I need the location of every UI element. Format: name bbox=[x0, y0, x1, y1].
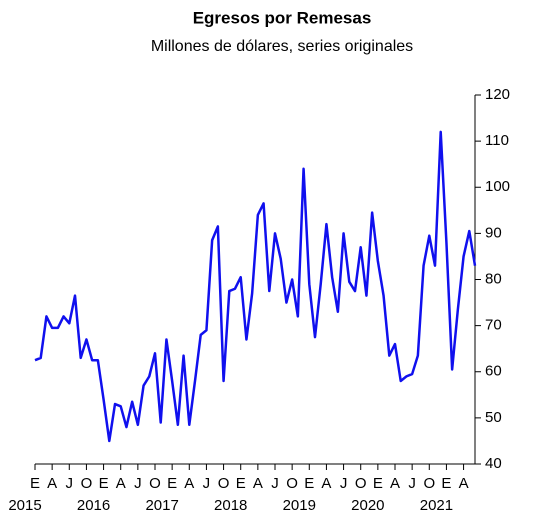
x-tick-label: E bbox=[236, 475, 246, 492]
year-label: 2017 bbox=[145, 497, 178, 514]
y-tick-label: 60 bbox=[485, 363, 502, 380]
year-label: 2019 bbox=[283, 497, 316, 514]
y-tick-label: 100 bbox=[485, 178, 510, 195]
year-label: 2020 bbox=[351, 497, 384, 514]
x-tick-label: E bbox=[373, 475, 383, 492]
y-tick-label: 50 bbox=[485, 409, 502, 426]
y-tick-label: 80 bbox=[485, 270, 502, 287]
year-label: 2016 bbox=[77, 497, 110, 514]
x-tick-label: A bbox=[459, 475, 469, 492]
x-tick-label: O bbox=[355, 475, 367, 492]
y-tick-label: 40 bbox=[485, 455, 502, 472]
x-tick-label: A bbox=[184, 475, 194, 492]
x-tick-label: E bbox=[30, 475, 40, 492]
x-tick-label: E bbox=[441, 475, 451, 492]
x-tick-label: J bbox=[271, 475, 279, 492]
y-tick-label: 120 bbox=[485, 86, 510, 103]
data-line bbox=[34, 130, 477, 443]
x-tick-label: E bbox=[167, 475, 177, 492]
x-tick-label: A bbox=[253, 475, 263, 492]
x-tick-label: J bbox=[203, 475, 211, 492]
x-tick-label: A bbox=[116, 475, 126, 492]
y-tick-label: 110 bbox=[485, 132, 509, 149]
x-tick-label: O bbox=[286, 475, 298, 492]
year-label: 2021 bbox=[420, 497, 453, 514]
x-tick-label: E bbox=[99, 475, 109, 492]
x-tick-label: A bbox=[390, 475, 400, 492]
y-tick-label: 70 bbox=[485, 317, 502, 334]
x-tick-label: J bbox=[134, 475, 142, 492]
x-tick-label: O bbox=[423, 475, 435, 492]
x-tick-label: O bbox=[149, 475, 161, 492]
x-tick-label: J bbox=[66, 475, 74, 492]
x-tick-label: A bbox=[47, 475, 57, 492]
year-label: 2018 bbox=[214, 497, 247, 514]
chart-subtitle: Millones de dólares, series originales bbox=[151, 38, 413, 55]
x-tick-label: J bbox=[408, 475, 416, 492]
x-tick-label: E bbox=[304, 475, 314, 492]
chart-title: Egresos por Remesas bbox=[193, 8, 372, 27]
y-tick-label: 90 bbox=[485, 224, 502, 241]
x-tick-label: A bbox=[321, 475, 331, 492]
x-tick-label: J bbox=[340, 475, 348, 492]
x-tick-label: O bbox=[81, 475, 93, 492]
x-tick-label: O bbox=[218, 475, 230, 492]
year-label: 2015 bbox=[8, 497, 41, 514]
